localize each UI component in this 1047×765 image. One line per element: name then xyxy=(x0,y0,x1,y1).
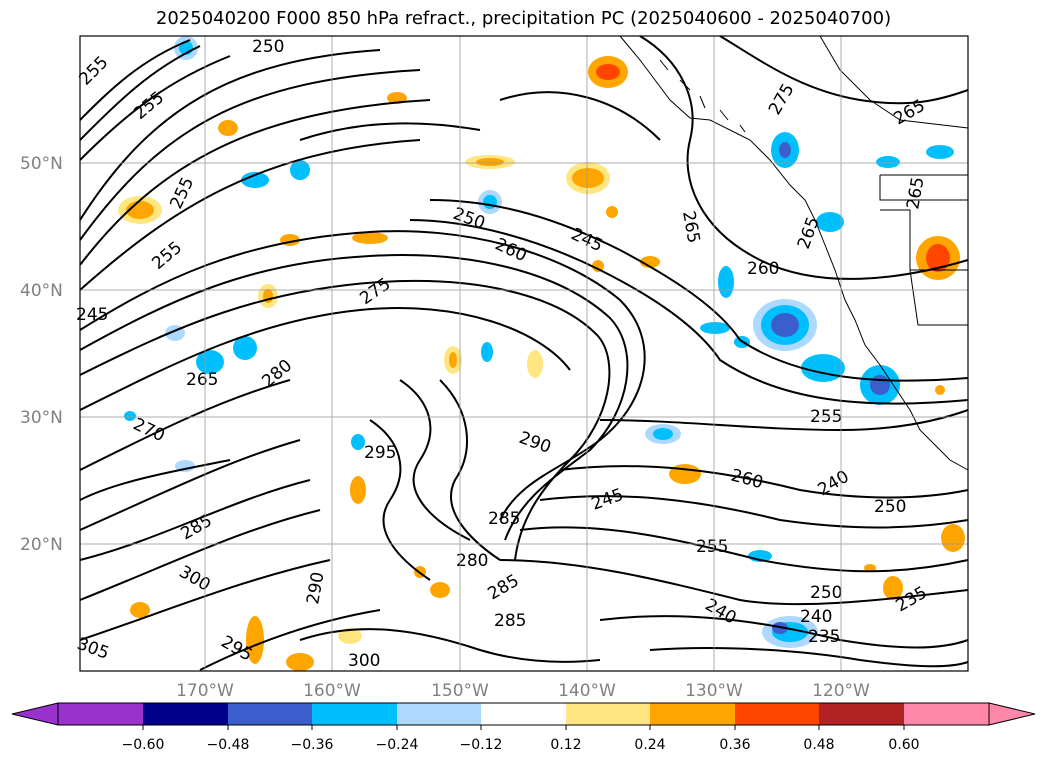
lon-label-170w: 170°W xyxy=(176,681,234,701)
graticule xyxy=(80,36,968,671)
contour-label: 250 xyxy=(874,497,906,517)
contour-label: 255 xyxy=(696,537,728,557)
colorbar-tick-label: 0.48 xyxy=(803,737,834,753)
lon-label-160w: 160°W xyxy=(303,681,361,701)
longitude-labels: 170°W 160°W 150°W 140°W 130°W 120°W xyxy=(176,681,870,701)
colorbar-extend-right xyxy=(988,702,1036,726)
map-border xyxy=(79,35,969,672)
colorbar-segment xyxy=(566,703,650,725)
contour-label: 250 xyxy=(252,37,284,57)
colorbar-segment xyxy=(481,703,566,725)
contour-label: 285 xyxy=(494,611,526,631)
contour-label: 250 xyxy=(810,583,842,603)
lon-label-130w: 130°W xyxy=(685,681,743,701)
contour-label: 295 xyxy=(364,443,396,463)
contour-label: 265 xyxy=(186,370,218,390)
colorbar-segment xyxy=(650,703,735,725)
contour-label: 300 xyxy=(348,651,380,671)
colorbar-border xyxy=(57,702,990,726)
colorbar-segment xyxy=(58,703,143,725)
colorbar-segment xyxy=(228,703,312,725)
colorbar-tick-label: −0.48 xyxy=(207,737,250,753)
contour-label: 245 xyxy=(76,305,108,325)
colorbar-tick-label: 0.60 xyxy=(888,737,919,753)
colorbar-segment xyxy=(735,703,819,725)
contour-label: 240 xyxy=(800,607,832,627)
lon-label-150w: 150°W xyxy=(431,681,489,701)
map-title: 2025040200 F000 850 hPa refract., precip… xyxy=(155,8,892,29)
colorbar-tick-label: −0.24 xyxy=(376,737,419,753)
latitude-labels: 50°N 40°N 30°N 20°N xyxy=(20,154,63,555)
lat-label-50n: 50°N xyxy=(20,154,63,174)
lon-label-120w: 120°W xyxy=(812,681,870,701)
contour-label: 235 xyxy=(808,627,840,647)
lat-label-30n: 30°N xyxy=(20,408,63,428)
colorbar-extend-left xyxy=(11,702,59,726)
colorbar-segment xyxy=(819,703,904,725)
map-plot-area: 250 255 265 255 255 255 245 270 265 280 … xyxy=(74,35,969,672)
colorbar-tick-label: −0.36 xyxy=(291,737,334,753)
contour-label: 280 xyxy=(456,551,488,571)
colorbar-tick-label: 0.36 xyxy=(719,737,750,753)
colorbar-segment xyxy=(397,703,481,725)
lat-label-20n: 20°N xyxy=(20,535,63,555)
colorbar-segment xyxy=(143,703,228,725)
contour-label: 260 xyxy=(747,259,779,279)
colorbar-tick-label: −0.60 xyxy=(122,737,165,753)
colorbar-tick-label: 0.24 xyxy=(634,737,665,753)
contour-label: 285 xyxy=(488,509,520,529)
contour-labels: 250 255 265 255 255 255 245 270 265 280 … xyxy=(74,37,930,671)
colorbar: −0.60 −0.48 −0.36 −0.24 −0.12 0.12 0.24 … xyxy=(11,702,1036,753)
colorbar-segment xyxy=(312,703,397,725)
coastline xyxy=(619,35,969,471)
lat-label-40n: 40°N xyxy=(20,281,63,301)
refractivity-contours xyxy=(79,35,969,671)
colorbar-segment xyxy=(904,703,989,725)
precip-shading xyxy=(118,36,965,671)
colorbar-tick-label: −0.12 xyxy=(460,737,503,753)
colorbar-tick-label: 0.12 xyxy=(550,737,581,753)
lon-label-140w: 140°W xyxy=(558,681,616,701)
